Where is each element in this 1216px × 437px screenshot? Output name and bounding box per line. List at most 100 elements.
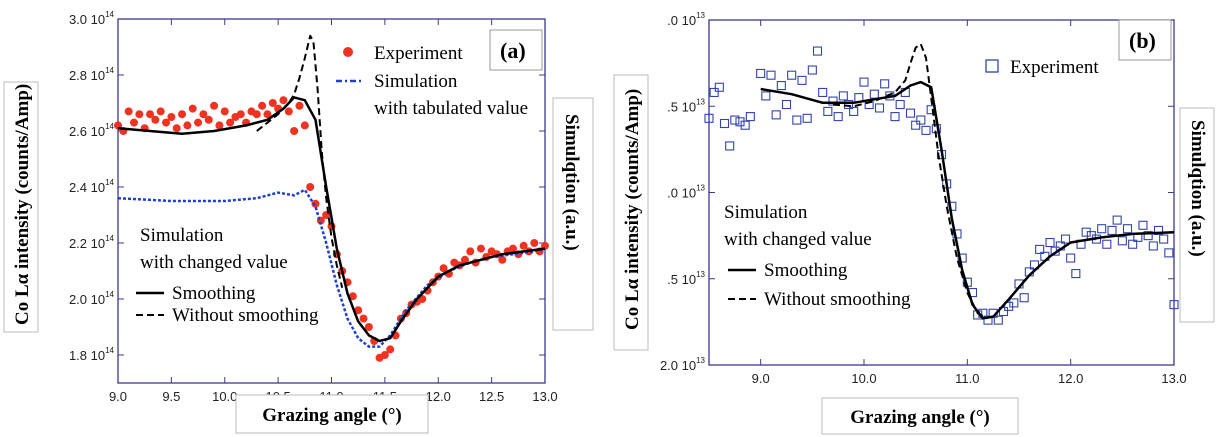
b-tick-marks [709,19,1175,366]
experiment-point [124,107,133,116]
panel-b: .0 1013 .5 1013 .0 1013 .5 1013 2.0 1013 9.0… [613,11,1215,435]
experiment-point [833,112,843,122]
plot-frame-a [117,18,546,384]
experiment-point [890,112,900,122]
experiment-point [1066,253,1076,263]
experiment-point [146,110,155,119]
legend-label-changed-title-a: Simulation [140,225,224,246]
a-data-series [114,34,549,362]
experiment-point [792,115,802,125]
experiment-point [905,108,916,118]
experiment-point [859,77,869,87]
y2-label-box-a [552,97,594,331]
experiment-point [1159,234,1169,244]
experiment-point [776,81,786,91]
experiment-point [787,70,797,80]
experiment-point [838,91,848,101]
panel-label-box-a [489,29,543,71]
x-tick-label: 10.0 [851,371,876,386]
y-tick-label: .0 1013 [667,184,705,201]
experiment-point [1169,300,1179,310]
experiment-point [258,101,267,110]
legend-label-tabulated: with tabulated value [374,98,528,119]
x-axis-label-b: Grazing angle (°) [850,407,990,428]
experiment-point [215,121,224,130]
experiment-point [916,115,926,125]
experiment-point [1019,293,1029,303]
series-line-without-smoothing [256,34,344,289]
experiment-point [756,68,766,79]
experiment-point [364,323,373,331]
y-tick-label: 2.2 1014 [69,234,115,251]
experiment-point [781,99,792,110]
experiment-point [1035,244,1045,254]
experiment-point [1071,269,1081,279]
panel-a: 3.0 1014 2.8 1014 2.6 1014 2.4 1014 2.2 1014… [3,10,594,434]
panel-label-box-b [1118,19,1172,61]
experiment-point [151,115,160,124]
experiment-point [874,103,885,113]
experiment-point [895,99,905,110]
y-tick-label: .5 1013 [667,97,705,114]
experiment-point [1128,239,1138,249]
x-label-box-a [235,394,429,434]
a-y-tick-labels: 3.0 1014 2.8 1014 2.6 1014 2.4 1014 2.2 1014… [69,10,115,363]
experiment-point [719,118,730,129]
experiment-point [797,75,807,85]
panel-label-a: (a) [500,38,526,63]
y-tick-label: .0 1013 [667,11,705,28]
y-axis-label-a: Co Lα intensity (counts/Amp) [12,84,33,325]
x-label-box-b [821,397,1019,435]
experiment-point [386,345,395,354]
x-tick-label: 12.0 [1058,371,1083,386]
y-label-box-b [613,74,649,351]
experiment-point [300,121,309,130]
experiment-point [279,96,288,105]
a-tick-marks [117,18,546,383]
experiment-point [194,118,203,127]
experiment-point [1107,225,1117,235]
b-data-series [704,43,1179,325]
legend-label-changed-value-b: with changed value [724,229,872,250]
experiment-point [709,87,719,97]
experiment-point [869,89,879,99]
legend-label-experiment-a: Experiment [374,43,463,64]
experiment-point [714,82,724,92]
legend-marker-experiment-a [343,47,353,57]
experiment-point [1164,248,1174,258]
legend-label-without-smoothing-a: Without smoothing [172,305,319,326]
experiment-point [1045,237,1055,248]
experiment-point [735,117,745,127]
experiment-point [823,106,833,116]
experiment-point [268,99,277,107]
experiment-point [1097,224,1107,234]
experiment-point [295,101,304,110]
y2-axis-label-a: Simulqtion (a.u.) [561,114,582,251]
experiment-point [226,118,235,127]
experiment-point [130,118,139,127]
experiment-point [252,110,261,119]
experiment-point [849,106,859,116]
x-tick-label: 12.0 [426,389,451,404]
x-tick-label: 13.0 [532,389,557,404]
y-axis-label-b: Co Lα intensity (counts/Amp) [622,89,643,330]
experiment-point [236,110,245,119]
experiment-point [1112,215,1122,225]
experiment-point [306,183,315,191]
experiment-point [1060,234,1071,244]
experiment-point [284,107,293,116]
experiment-point [771,110,781,120]
experiment-point [1117,236,1127,246]
experiment-point [1122,224,1133,234]
experiment-point [802,113,812,123]
y-tick-label: 2.6 1014 [69,122,115,139]
experiment-point [135,110,144,119]
legend-label-changed-title-b: Simulation [724,202,808,223]
experiment-point [439,264,448,273]
experiment-point [188,104,197,113]
y-tick-label: .5 1013 [667,270,705,287]
experiment-point [1009,298,1019,308]
experiment-point [1148,241,1158,251]
experiment-point [290,127,299,135]
experiment-point [199,110,208,119]
